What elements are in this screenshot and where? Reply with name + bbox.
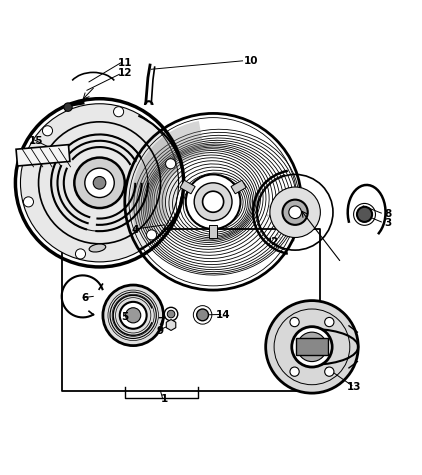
Circle shape — [325, 317, 334, 327]
Circle shape — [167, 310, 175, 318]
Text: 5: 5 — [121, 313, 128, 323]
Circle shape — [76, 249, 86, 259]
Text: 12: 12 — [117, 68, 132, 78]
Bar — [209, 225, 217, 238]
Circle shape — [43, 126, 52, 136]
Circle shape — [325, 367, 334, 376]
Bar — [16, 145, 70, 166]
Text: 8: 8 — [384, 209, 391, 219]
Circle shape — [120, 302, 147, 329]
Text: 1: 1 — [161, 394, 168, 404]
Circle shape — [292, 327, 332, 367]
Bar — [231, 180, 246, 194]
Text: 11: 11 — [117, 58, 132, 68]
Circle shape — [23, 197, 33, 207]
Circle shape — [203, 191, 224, 212]
Circle shape — [290, 317, 299, 327]
Circle shape — [297, 332, 327, 361]
Circle shape — [289, 206, 301, 219]
Circle shape — [266, 301, 358, 393]
Polygon shape — [166, 320, 176, 331]
Bar — [296, 339, 328, 355]
Circle shape — [126, 308, 141, 323]
Ellipse shape — [89, 244, 106, 252]
Circle shape — [270, 187, 320, 238]
Text: 2: 2 — [271, 237, 278, 247]
Circle shape — [164, 307, 178, 321]
Circle shape — [165, 159, 176, 169]
Circle shape — [282, 200, 308, 225]
Text: 6: 6 — [81, 294, 89, 304]
Text: 10: 10 — [244, 56, 258, 66]
Text: 3: 3 — [384, 218, 391, 228]
Text: 13: 13 — [347, 382, 361, 392]
Circle shape — [64, 103, 72, 111]
Circle shape — [20, 104, 179, 262]
Circle shape — [194, 183, 232, 221]
Wedge shape — [131, 121, 205, 230]
Text: 9: 9 — [157, 326, 164, 336]
Bar — [180, 180, 195, 194]
Circle shape — [93, 177, 106, 189]
Circle shape — [357, 207, 372, 222]
Circle shape — [114, 107, 124, 117]
Circle shape — [186, 174, 241, 229]
Circle shape — [290, 367, 299, 376]
Circle shape — [146, 230, 157, 240]
Circle shape — [103, 285, 163, 346]
Text: 14: 14 — [216, 310, 231, 320]
Text: 4: 4 — [132, 225, 139, 235]
Circle shape — [85, 168, 114, 198]
Circle shape — [74, 158, 125, 208]
Text: 7: 7 — [157, 317, 164, 327]
Circle shape — [197, 309, 208, 321]
Text: 15: 15 — [29, 136, 44, 146]
